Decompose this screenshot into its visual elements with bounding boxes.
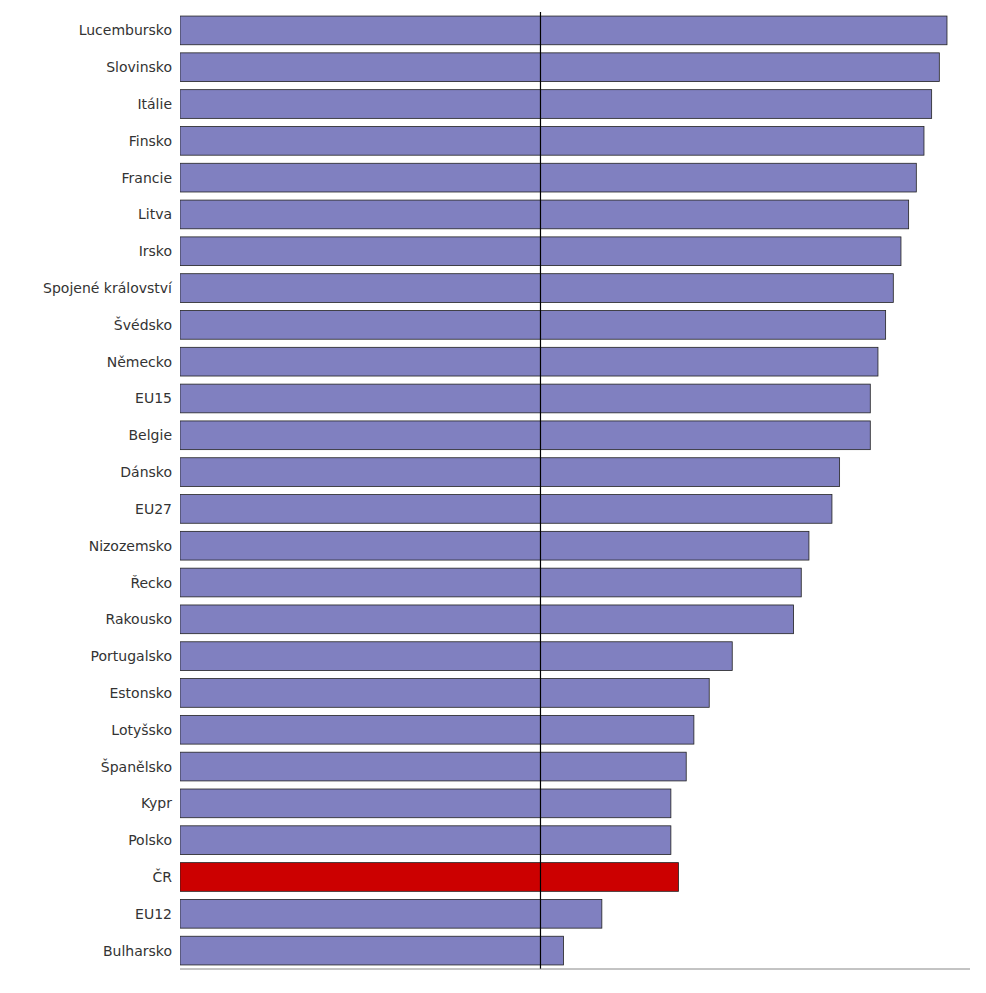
bar [180,311,886,340]
y-tick-label: Polsko [128,832,172,848]
y-tick-label: EU12 [135,906,172,922]
bar [180,16,947,45]
x-axis-line [180,969,970,970]
bar [180,200,909,229]
y-tick-label: Bulharsko [103,943,172,959]
bar [180,752,686,781]
y-tick-label: Itálie [137,96,172,112]
bar [180,642,732,671]
y-tick-label: Řecko [130,575,172,591]
bar [180,605,794,634]
bar [180,936,563,965]
y-tick-label: Rakousko [105,611,172,627]
y-tick-label: EU15 [135,390,172,406]
y-tick-label: Kypr [141,795,172,811]
bar [180,826,671,855]
y-tick-label: Německo [107,354,172,370]
bar [180,53,939,82]
y-tick-label: Lucembursko [79,22,172,38]
bar [180,421,870,450]
chart-svg: Lucembursko Slovinsko Itálie Finsko Francie L… [0,0,986,993]
y-tick-label: Švédsko [114,316,172,333]
bar [180,347,878,376]
y-tick-label: ČR [152,868,172,885]
y-tick-label: Spojené království [43,280,173,296]
y-tick-label: Francie [122,170,172,186]
y-tick-label: Španělsko [101,758,172,775]
bar [180,899,602,928]
bar [180,458,840,487]
bar [180,531,809,560]
y-tick-label: Belgie [129,427,173,443]
reference-line [540,12,541,969]
bar [180,863,679,892]
bar [180,715,694,744]
bar [180,274,893,303]
chart-container: Lucembursko Slovinsko Itálie Finsko Francie L… [0,0,986,993]
bar [180,163,916,192]
y-tick-label: Lotyšsko [111,722,172,738]
y-tick-label: Dánsko [120,464,172,480]
plot-area [180,12,947,969]
y-tick-label: Irsko [139,243,172,259]
y-tick-label: Litva [138,206,172,222]
bar [180,90,932,119]
bar [180,384,870,413]
y-tick-label: Estonsko [109,685,172,701]
y-tick-label: Finsko [129,133,172,149]
y-tick-label: Portugalsko [91,648,172,664]
y-tick-label: Slovinsko [106,59,172,75]
y-tick-label: Nizozemsko [89,538,172,554]
bar [180,495,832,524]
bar [180,568,801,597]
bar [180,679,709,708]
y-tick-label: EU27 [135,501,172,517]
bar [180,789,671,818]
bar [180,126,924,155]
